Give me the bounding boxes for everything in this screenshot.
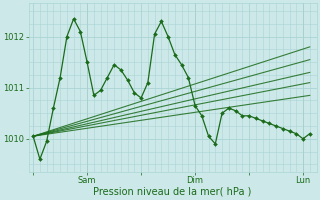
X-axis label: Pression niveau de la mer( hPa ): Pression niveau de la mer( hPa ) xyxy=(93,187,252,197)
